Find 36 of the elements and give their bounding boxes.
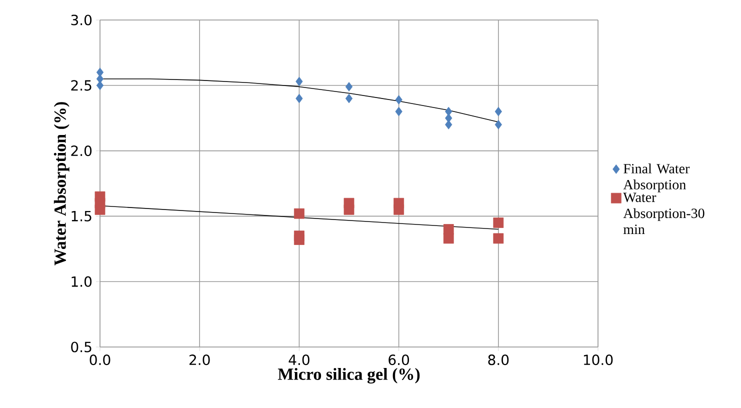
point <box>445 120 452 130</box>
x-tick-label: 2.0 <box>189 354 210 366</box>
point <box>445 106 452 116</box>
point <box>296 76 303 86</box>
x-tick-label: 0.0 <box>90 354 110 366</box>
point <box>493 233 504 244</box>
point <box>443 233 454 244</box>
point <box>394 204 404 215</box>
y-tick-label: 0.5 <box>71 342 92 352</box>
point <box>96 80 104 90</box>
point <box>294 234 304 245</box>
point <box>395 106 402 116</box>
y-tick-label: 1.5 <box>72 210 92 222</box>
y-tick-label: 3.0 <box>71 14 92 26</box>
legend-label: Final Water Absorption <box>623 164 690 192</box>
point <box>395 95 402 104</box>
x-axis-title: Micro silica gel (%) <box>278 368 420 384</box>
point <box>345 94 353 104</box>
x-tick-label: 6.0 <box>388 354 410 366</box>
legend-label: Water Absorption-30 min <box>623 192 704 234</box>
point <box>345 82 353 92</box>
y-tick-label: 2.0 <box>71 146 92 156</box>
y-axis-title: Water Absorption (%) <box>54 102 70 266</box>
x-tick-label: 10.0 <box>584 354 613 366</box>
point <box>296 94 303 104</box>
x-tick-label: 4.0 <box>288 354 310 366</box>
point <box>94 204 106 215</box>
point <box>445 113 452 123</box>
y-tick-label: 2.5 <box>71 80 92 91</box>
point <box>493 218 504 228</box>
point <box>494 120 502 130</box>
y-tick-label: 1.0 <box>72 276 92 287</box>
x-tick-label: 8.0 <box>488 354 509 366</box>
point <box>344 204 354 215</box>
point <box>494 106 502 116</box>
point <box>294 208 304 219</box>
